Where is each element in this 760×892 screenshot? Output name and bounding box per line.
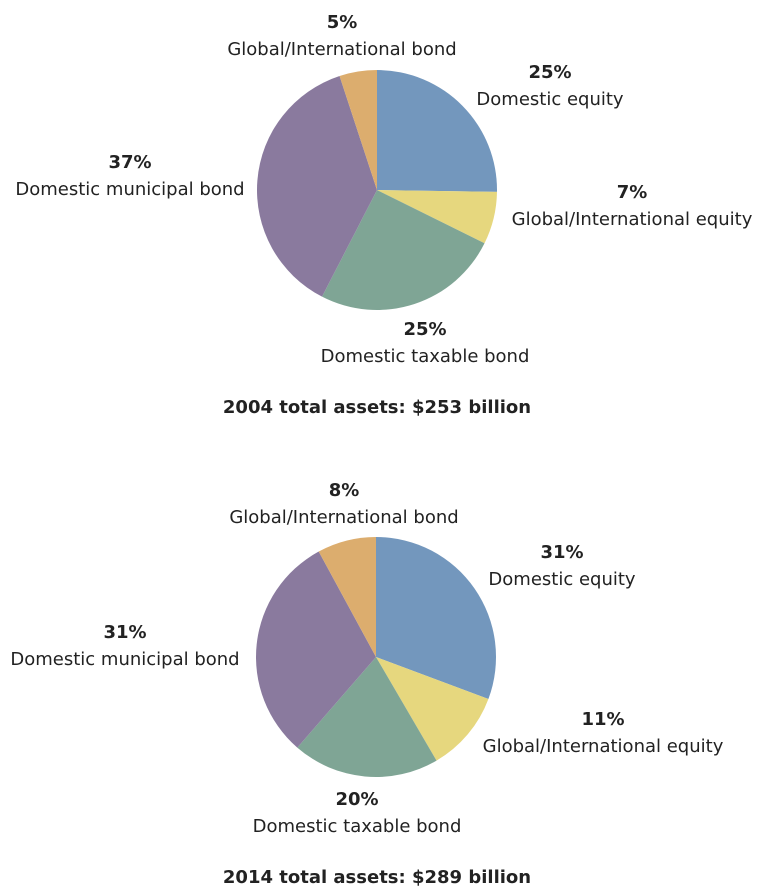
value-label: 31%: [540, 542, 583, 563]
value-label: 11%: [581, 709, 624, 730]
pie-slice: [322, 190, 485, 310]
category-label: Domestic taxable bond: [321, 346, 530, 367]
value-label: 8%: [329, 480, 360, 501]
pie-slice: [256, 75, 377, 297]
chart-title: 2004 total assets: $253 billion: [223, 397, 531, 418]
value-label: 5%: [327, 12, 358, 33]
pie-slice: [377, 190, 497, 244]
value-label: 7%: [617, 182, 648, 203]
category-label: Domestic taxable bond: [253, 816, 462, 837]
pie-slice: [339, 70, 377, 190]
category-label: Global/International equity: [512, 209, 753, 230]
value-label: 20%: [335, 789, 378, 810]
category-label: Domestic equity: [476, 89, 624, 110]
pie-slice: [318, 537, 376, 657]
pie-slice: [376, 537, 497, 700]
category-label: Global/International equity: [483, 736, 724, 757]
pie-slice: [376, 657, 489, 761]
category-label: Global/International bond: [229, 507, 458, 528]
value-label: 31%: [103, 622, 146, 643]
pie-slice: [297, 657, 437, 777]
value-label: 25%: [403, 319, 446, 340]
pie-slice: [256, 551, 376, 748]
value-label: 37%: [108, 152, 151, 173]
value-label: 25%: [528, 62, 571, 83]
category-label: Global/International bond: [227, 39, 456, 60]
category-label: Domestic municipal bond: [10, 649, 239, 670]
pie-slice: [377, 70, 497, 192]
category-label: Domestic municipal bond: [15, 179, 244, 200]
chart-title: 2014 total assets: $289 billion: [223, 867, 531, 888]
category-label: Domestic equity: [488, 569, 636, 590]
